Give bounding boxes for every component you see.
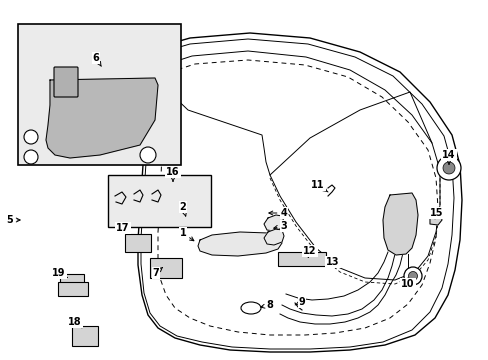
Bar [278,252,325,266]
Bar [58,282,88,296]
Circle shape [140,147,156,163]
Text: 12: 12 [303,246,316,257]
Text: 8: 8 [260,300,273,310]
Bar [60,274,84,290]
Text: 18: 18 [68,317,82,328]
Text: 16: 16 [166,167,180,181]
Polygon shape [46,78,158,158]
Circle shape [442,162,454,174]
Bar [18,24,181,165]
Polygon shape [429,213,441,225]
Circle shape [24,150,38,164]
Text: 3: 3 [273,221,287,231]
Circle shape [403,267,421,285]
Text: 13: 13 [325,257,339,268]
Circle shape [407,271,417,280]
Bar [150,258,182,278]
Polygon shape [264,215,284,231]
Circle shape [24,130,38,144]
Polygon shape [264,229,284,245]
Text: 7: 7 [152,267,162,278]
Text: 6: 6 [92,53,101,66]
Text: 17: 17 [116,223,129,234]
Polygon shape [382,193,417,255]
Text: 5: 5 [7,215,20,225]
FancyBboxPatch shape [54,67,78,97]
Ellipse shape [176,212,192,224]
Circle shape [436,156,460,180]
Text: 9: 9 [294,297,305,307]
Text: 14: 14 [441,150,455,164]
Text: 1: 1 [179,228,193,241]
Text: 11: 11 [311,180,327,192]
Polygon shape [198,232,282,256]
Text: 15: 15 [429,208,443,219]
Text: 4: 4 [268,208,287,218]
Ellipse shape [241,302,261,314]
Bar [125,234,151,252]
Text: 19: 19 [52,268,67,278]
Text: 2: 2 [179,202,186,216]
Bar [72,326,98,346]
Text: 10: 10 [401,278,414,289]
Bar [108,175,210,227]
